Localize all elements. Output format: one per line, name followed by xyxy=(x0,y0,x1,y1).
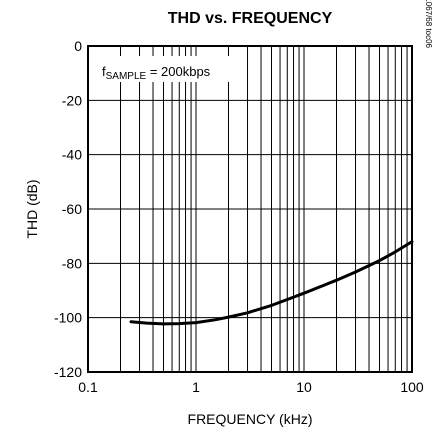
thd-curve xyxy=(129,240,414,326)
side-label-background xyxy=(416,48,429,154)
annotation-background xyxy=(97,56,233,82)
y-tick-label: -20 xyxy=(62,92,82,108)
x-tick-label: 1 xyxy=(192,379,200,395)
annotation-subscript: SAMPLE xyxy=(106,71,147,82)
x-tick-labels: 0.1 1 10 100 xyxy=(78,379,424,395)
y-tick-label: -120 xyxy=(54,364,82,380)
y-tick-label: -40 xyxy=(62,147,82,163)
y-tick-label: -100 xyxy=(54,310,82,326)
x-axis-label: FREQUENCY (kHz) xyxy=(188,411,313,427)
y-tick-label: -60 xyxy=(62,201,82,217)
y-tick-label: -80 xyxy=(62,255,82,271)
chart-title: THD vs. FREQUENCY xyxy=(168,10,333,27)
y-axis-label: THD (dB) xyxy=(24,179,40,238)
figure-id-label: MAX1067/68 toc06 xyxy=(424,0,433,49)
plot-series xyxy=(129,240,414,326)
x-tick-label: 10 xyxy=(296,379,312,395)
x-tick-label: 100 xyxy=(400,379,424,395)
sample-rate-annotation: fSAMPLE = 200kbps xyxy=(102,64,211,82)
annotation-suffix: = 200kbps xyxy=(146,64,210,79)
plot-frame xyxy=(87,45,413,373)
y-tick-labels: 0 -20 -40 -60 -80 -100 -120 xyxy=(54,38,82,380)
plot-grid xyxy=(88,46,412,372)
y-tick-label: 0 xyxy=(74,38,82,54)
x-tick-label: 0.1 xyxy=(78,379,98,395)
annotation-prefix: f xyxy=(102,64,106,79)
